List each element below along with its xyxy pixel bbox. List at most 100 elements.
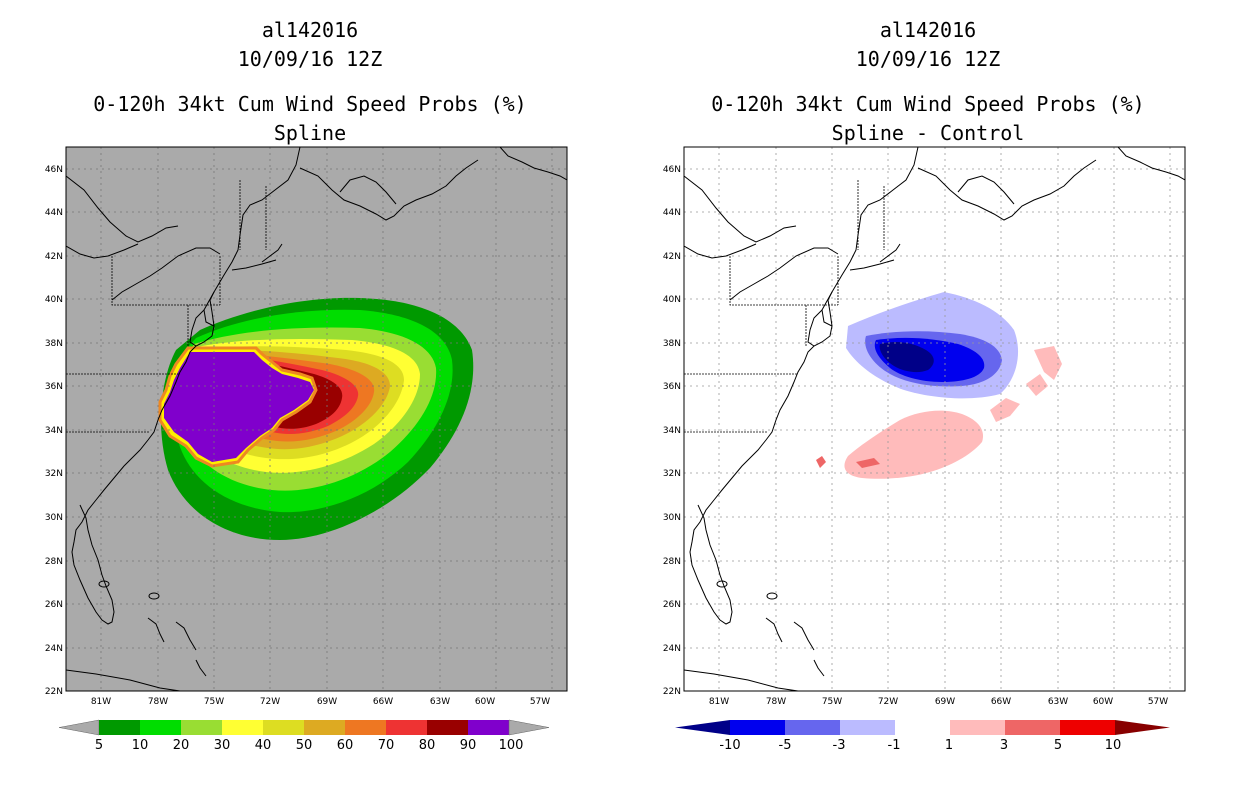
right-lat-30n: 30N [663, 513, 681, 523]
right-lat-32n: 32N [663, 469, 681, 479]
left-title-storm-id: al142016 [261, 18, 359, 42]
right-lon-72w: 72W [878, 697, 898, 707]
right-title-storm-id: al142016 [879, 18, 977, 42]
diff-contour-pos1 [844, 410, 984, 479]
left-lon-63w: 63W [430, 697, 450, 707]
left-lon-78w: 78W [148, 697, 168, 707]
right-cbar-label-neg3: -3 [833, 738, 846, 753]
right-grid [684, 147, 1185, 691]
left-cbar-swatch-8 [427, 720, 468, 735]
diff-contour-neg10 [879, 342, 934, 373]
right-lon-labels: 81W 78W 75W 72W 69W 66W 63W 60W 57W [709, 697, 1168, 707]
right-title-subtitle: Spline - Control [831, 121, 1025, 145]
left-cbar-label-30: 30 [214, 738, 231, 753]
left-cbar-label-5: 5 [95, 738, 103, 753]
right-cbar-label-5: 5 [1054, 738, 1062, 753]
left-colorbar-labels: 5 10 20 30 40 50 60 70 80 90 100 [95, 738, 524, 753]
left-lat-26n: 26N [45, 600, 63, 610]
left-lon-75w: 75W [204, 697, 224, 707]
right-lat-38n: 38N [663, 339, 681, 349]
right-cbar-swatch-2 [840, 720, 895, 735]
left-cbar-label-20: 20 [173, 738, 190, 753]
left-cbar-swatch-7 [386, 720, 427, 735]
right-title-product: 0-120h 34kt Cum Wind Speed Probs (%) [711, 92, 1145, 116]
left-cbar-swatch-1 [140, 720, 181, 735]
left-lat-labels: 46N 44N 42N 40N 38N 36N 34N 32N 30N 28N … [45, 165, 63, 697]
left-lat-32n: 32N [45, 469, 63, 479]
right-lon-81w: 81W [709, 697, 729, 707]
left-title-product: 0-120h 34kt Cum Wind Speed Probs (%) [93, 92, 527, 116]
right-cbar-label-neg5: -5 [779, 738, 792, 753]
left-cbar-swatch-3 [222, 720, 263, 735]
left-lon-69w: 69W [317, 697, 337, 707]
left-cbar-label-70: 70 [378, 738, 395, 753]
right-lat-44n: 44N [663, 208, 681, 218]
right-lon-57w: 57W [1148, 697, 1168, 707]
left-lat-30n: 30N [45, 513, 63, 523]
right-lat-42n: 42N [663, 252, 681, 262]
left-lon-60w: 60W [475, 697, 495, 707]
right-cbar-label-neg1: -1 [888, 738, 901, 753]
right-lon-75w: 75W [822, 697, 842, 707]
right-cbar-swatch-1 [785, 720, 840, 735]
right-lat-36n: 36N [663, 382, 681, 392]
right-difference-contours [816, 292, 1062, 479]
left-title-datetime: 10/09/16 12Z [237, 47, 383, 71]
right-cbar-upper-arrow [1115, 720, 1170, 735]
right-map-frame [683, 146, 1186, 692]
left-cbar-label-50: 50 [296, 738, 313, 753]
left-map-frame [65, 146, 568, 692]
diff-contour-pos1-d [1034, 346, 1062, 380]
left-title-subtitle: Spline [273, 121, 347, 145]
left-lat-34n: 34N [45, 426, 63, 436]
left-lat-42n: 42N [45, 252, 63, 262]
right-lon-78w: 78W [766, 697, 786, 707]
left-lon-66w: 66W [373, 697, 393, 707]
diff-contour-pos3 [856, 458, 880, 468]
right-lon-63w: 63W [1048, 697, 1068, 707]
left-lat-28n: 28N [45, 557, 63, 567]
left-lat-44n: 44N [45, 208, 63, 218]
left-cbar-label-60: 60 [337, 738, 354, 753]
left-lon-72w: 72W [260, 697, 280, 707]
right-lon-66w: 66W [991, 697, 1011, 707]
right-lat-22n: 22N [663, 687, 681, 697]
left-cbar-swatch-0 [99, 720, 140, 735]
right-cbar-swatch-4 [950, 720, 1005, 735]
left-lat-38n: 38N [45, 339, 63, 349]
left-lat-46n: 46N [45, 165, 63, 175]
diff-contour-pos1-b [990, 398, 1020, 422]
left-cbar-swatch-9 [468, 720, 509, 735]
left-lon-57w: 57W [530, 697, 550, 707]
left-lon-81w: 81W [91, 697, 111, 707]
left-cbar-swatch-6 [345, 720, 386, 735]
left-cbar-label-80: 80 [419, 738, 436, 753]
right-title-datetime: 10/09/16 12Z [855, 47, 1001, 71]
left-lon-labels: 81W 78W 75W 72W 69W 66W 63W 60W 57W [91, 697, 550, 707]
left-cbar-swatch-4 [263, 720, 304, 735]
left-lat-36n: 36N [45, 382, 63, 392]
diff-contour-pos-dot [816, 456, 826, 468]
left-cbar-lower-arrow [58, 719, 100, 736]
left-lat-24n: 24N [45, 644, 63, 654]
left-cbar-swatch-5 [304, 720, 345, 735]
right-lat-28n: 28N [663, 557, 681, 567]
right-lat-26n: 26N [663, 600, 681, 610]
left-cbar-label-10: 10 [132, 738, 149, 753]
left-map [65, 146, 568, 692]
left-cbar-label-100: 100 [499, 738, 524, 753]
left-title: al142016 10/09/16 12Z 0-120h 34kt Cum Wi… [0, 16, 620, 148]
right-cbar-swatch-6 [1060, 720, 1115, 735]
right-lat-34n: 34N [663, 426, 681, 436]
right-lon-69w: 69W [935, 697, 955, 707]
right-cbar-lower-arrow [675, 720, 730, 735]
right-map [683, 146, 1186, 692]
diff-contour-pos1-c [1026, 374, 1048, 396]
right-cbar-label-10: 10 [1105, 738, 1122, 753]
left-colorbar [58, 719, 550, 736]
left-cbar-swatch-2 [181, 720, 222, 735]
left-cbar-upper-arrow [508, 719, 550, 736]
prob-contour-100 [164, 352, 314, 462]
left-cbar-label-90: 90 [460, 738, 477, 753]
